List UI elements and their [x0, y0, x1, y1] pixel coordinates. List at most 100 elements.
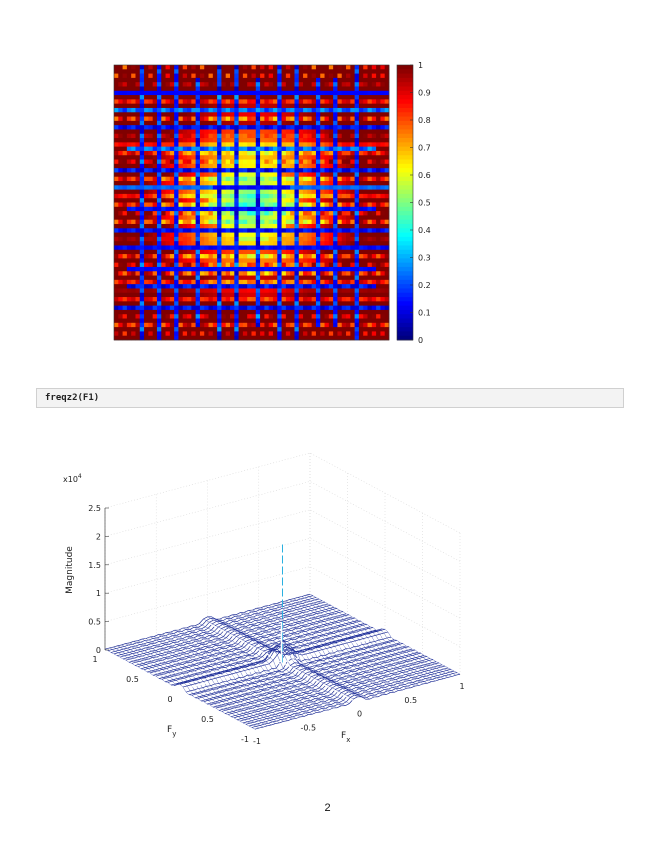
heatmap-cell: [114, 125, 119, 130]
heatmap-cell: [268, 335, 274, 341]
colorbar-segment: [397, 112, 413, 117]
heatmap-cell: [169, 327, 175, 332]
heatmap-cell: [122, 146, 128, 152]
heatmap-cell: [199, 120, 205, 126]
heatmap-cell: [255, 271, 261, 276]
heatmap-cell: [268, 275, 274, 281]
heatmap-cell: [156, 202, 162, 208]
heatmap-cell: [255, 232, 261, 238]
heatmap-cell: [118, 185, 123, 190]
heatmap-cell: [260, 322, 265, 328]
heatmap-cell: [199, 211, 205, 216]
heatmap-cell: [126, 301, 132, 306]
colorbar-segment: [397, 309, 413, 315]
heatmap-cell: [174, 176, 179, 182]
colorbar-segment: [397, 335, 413, 341]
heatmap-cell: [165, 327, 171, 332]
heatmap-cell: [165, 65, 171, 70]
heatmap-cell: [242, 322, 248, 328]
heatmap-cell: [324, 258, 330, 263]
heatmap-cell: [260, 193, 265, 199]
heatmap-cell: [346, 95, 351, 100]
heatmap-cell: [264, 223, 269, 229]
heatmap-cell: [122, 241, 128, 246]
colorbar-segment: [397, 258, 413, 264]
heatmap-cell: [384, 181, 390, 186]
heatmap-cell: [354, 279, 360, 285]
heatmap-cell: [212, 215, 218, 220]
heatmap-cell: [285, 254, 291, 259]
heatmap-cell: [311, 163, 317, 169]
heatmap-cell: [144, 228, 149, 233]
heatmap-cell: [371, 335, 377, 341]
heatmap-cell: [234, 189, 239, 195]
heatmap-cell: [208, 163, 214, 169]
heatmap-cell: [260, 245, 265, 251]
heatmap-cell: [294, 133, 300, 139]
heatmap-cell: [384, 120, 390, 126]
heatmap-cell: [165, 223, 171, 229]
heatmap-cell: [238, 266, 244, 272]
heatmap-cell: [328, 301, 334, 306]
heatmap-cell: [199, 86, 205, 92]
heatmap-cell: [285, 223, 291, 229]
colorbar-segment: [397, 107, 413, 113]
heatmap-cell: [354, 331, 360, 337]
heatmap-cell: [144, 232, 149, 238]
heatmap-cell: [324, 211, 330, 216]
heatmap-cell: [285, 335, 291, 341]
heatmap-cell: [320, 309, 325, 315]
heatmap-cell: [208, 138, 214, 143]
heatmap-cell: [199, 232, 205, 238]
heatmap-cell: [191, 202, 196, 208]
heatmap-cell: [272, 120, 278, 126]
heatmap-cell: [333, 146, 338, 152]
colorbar-segment: [397, 288, 413, 294]
heatmap-cell: [182, 146, 188, 152]
heatmap-cell: [294, 322, 300, 328]
heatmap-cell: [174, 150, 179, 156]
heatmap-cell: [156, 301, 162, 306]
heatmap-cell: [350, 241, 355, 246]
heatmap-cell: [135, 146, 141, 152]
heatmap-cell: [350, 185, 355, 190]
heatmap-cell: [144, 254, 149, 259]
heatmap-cell: [122, 86, 128, 92]
heatmap-cell: [199, 176, 205, 182]
heatmap-cell: [337, 142, 343, 147]
heatmap-cell: [169, 301, 175, 306]
heatmap-cell: [371, 228, 377, 233]
heatmap-cell: [354, 82, 360, 87]
heatmap-cell: [182, 219, 188, 225]
heatmap-cell: [191, 232, 196, 238]
heatmap-cell: [350, 129, 355, 135]
heatmap-cell: [341, 150, 347, 156]
heatmap-cell: [277, 168, 282, 173]
heatmap-cell: [272, 82, 278, 87]
heatmap-cell: [195, 133, 201, 139]
heatmap-cell: [165, 245, 171, 251]
heatmap-cell: [337, 168, 343, 173]
heatmap-cell: [350, 120, 355, 126]
heatmap-cell: [328, 228, 334, 233]
heatmap-cell: [212, 228, 218, 233]
heatmap-cell: [199, 314, 205, 319]
heatmap-cell: [298, 249, 304, 255]
heatmap-cell: [212, 65, 218, 70]
heatmap-cell: [114, 215, 119, 220]
heatmap-cell: [178, 112, 184, 117]
heatmap-cell: [367, 189, 373, 195]
heatmap-cell: [126, 258, 132, 263]
heatmap-cell: [371, 86, 377, 92]
heatmap-cell: [131, 215, 136, 220]
heatmap-cell: [135, 241, 141, 246]
heatmap-cell: [225, 202, 231, 208]
heatmap-cell: [376, 331, 381, 337]
heatmap-cell: [324, 65, 330, 70]
heatmap-cell: [376, 155, 381, 160]
heatmap-cell: [144, 163, 149, 169]
heatmap-cell: [251, 309, 257, 315]
heatmap-cell: [307, 155, 312, 160]
heatmap-cell: [212, 82, 218, 87]
heatmap-cell: [230, 129, 235, 135]
